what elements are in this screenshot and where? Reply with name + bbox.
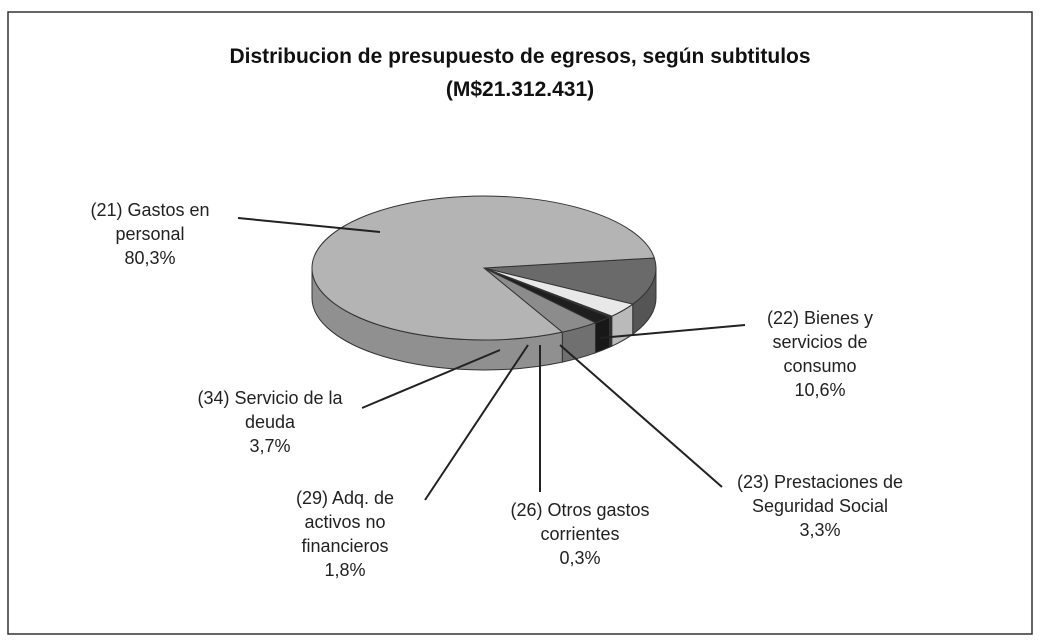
pie-slice: [483, 257, 657, 305]
value-label: 3,3%: [799, 520, 841, 540]
slice-label: (26) Otros gastos corrientes: [510, 500, 650, 544]
value-label: 3,7%: [249, 436, 291, 456]
leader-line: [361, 349, 501, 409]
value-label: 0,3%: [559, 548, 601, 568]
chart-subtitle: (M$21.312.431): [445, 78, 595, 101]
slice-label: (22) Bienes y servicios de consumo: [766, 308, 874, 376]
slice-label: (34) Servicio de la deuda: [197, 388, 343, 432]
leader-line: [237, 217, 381, 233]
value-label: 10,6%: [794, 380, 846, 400]
slice-label: (21) Gastos en personal: [90, 200, 210, 244]
value-label: 1,8%: [324, 560, 366, 580]
pie-slice: [311, 195, 656, 341]
value-label: 80,3%: [124, 248, 176, 268]
chart-title: Distribucion de presupuesto de egresos, …: [229, 45, 811, 68]
leader-line: [559, 344, 723, 488]
leader-line: [424, 344, 529, 501]
slice-label: (29) Adq. de activos no financieros: [295, 488, 395, 556]
leader-line: [599, 324, 746, 339]
slice-label: (23) Prestaciones de Seguridad Social: [736, 472, 904, 516]
